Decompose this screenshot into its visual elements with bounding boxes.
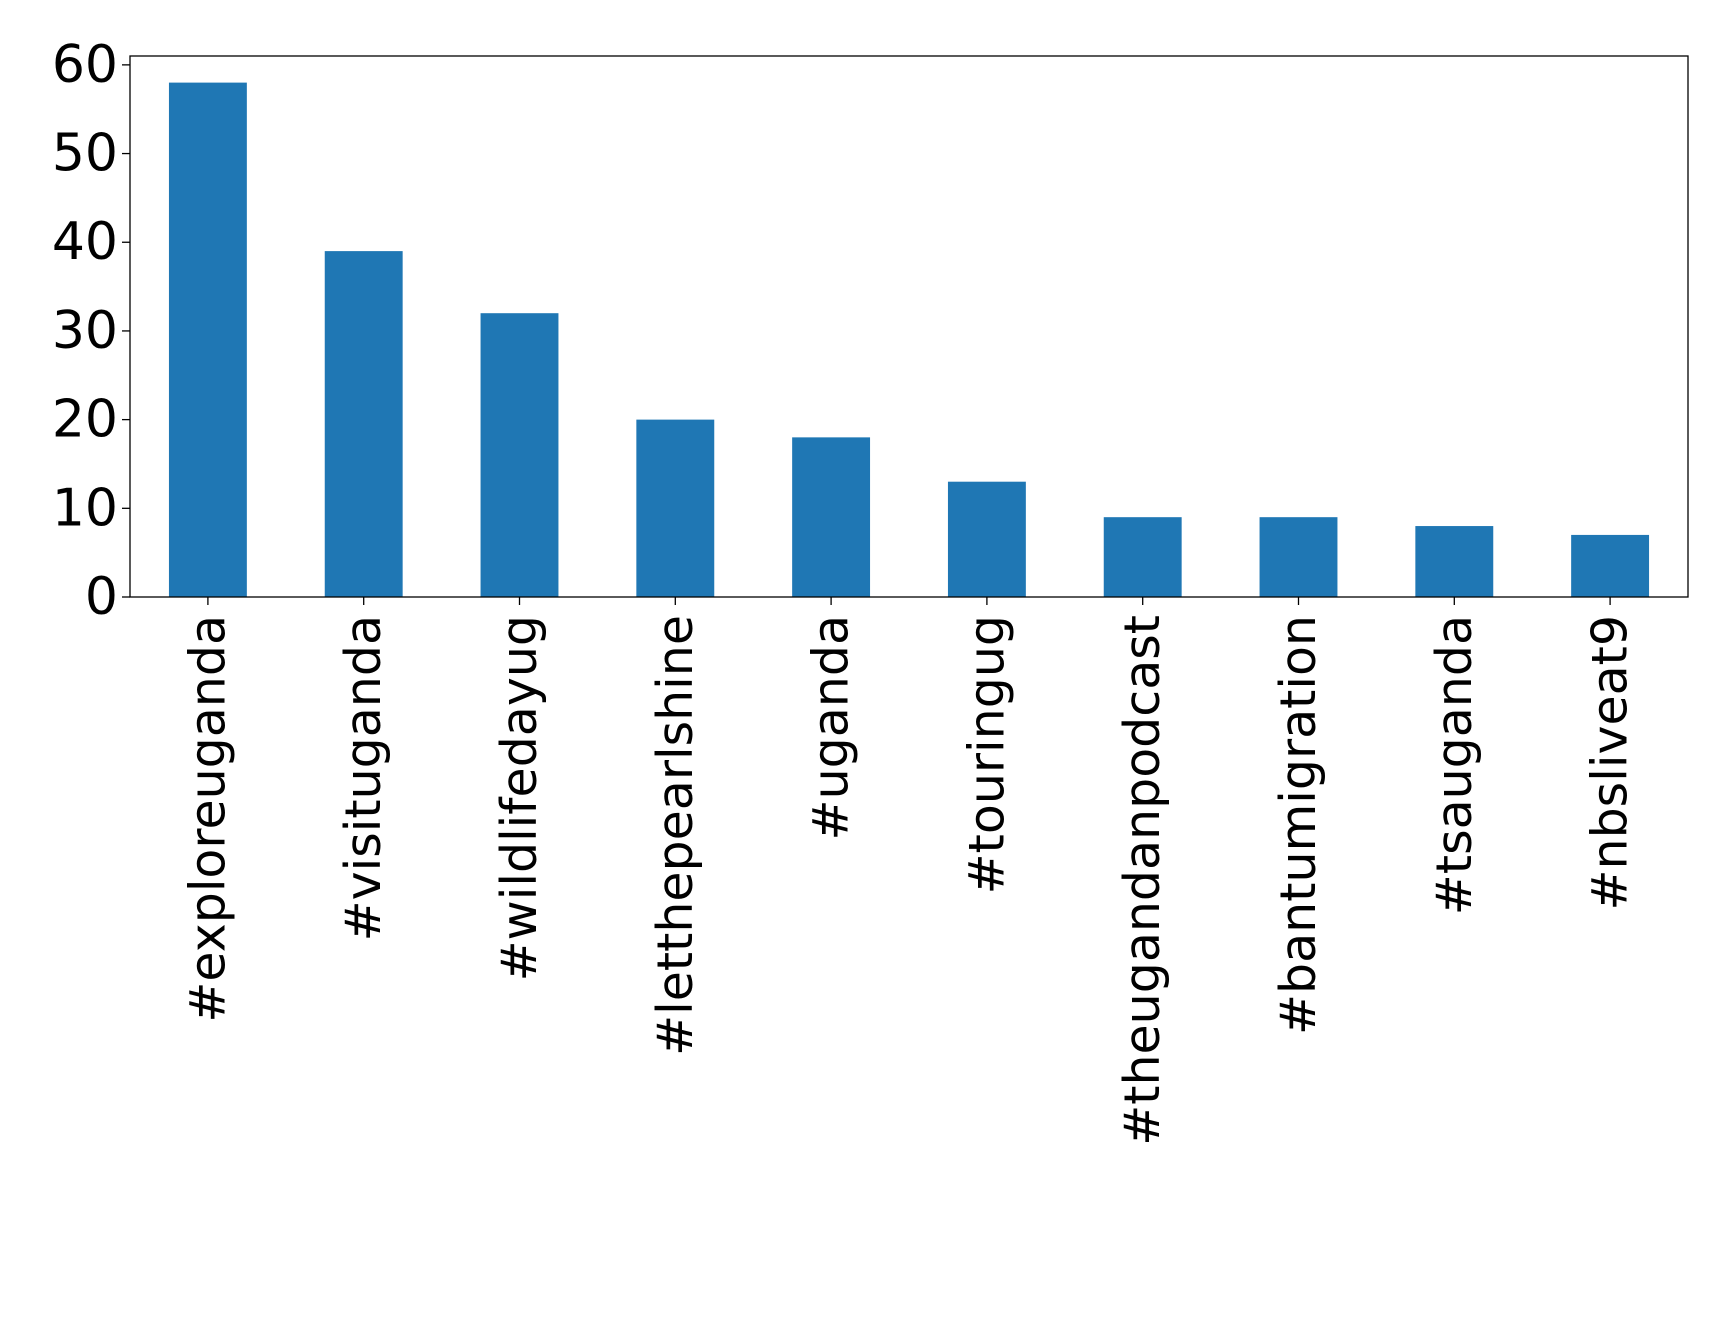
x-tick-label: #letthepearlshine	[647, 615, 704, 1056]
bar-9	[1571, 534, 1650, 597]
x-tick-label: #wildlifedayug	[491, 615, 548, 981]
bar-6	[1103, 517, 1182, 597]
bar-3	[636, 419, 715, 597]
x-tick-label: #nbsliveat9	[1582, 615, 1639, 911]
x-tick-label: #theugandanpodcast	[1114, 615, 1171, 1146]
y-tick-label: 20	[52, 390, 118, 450]
y-tick-label: 10	[52, 478, 118, 538]
bar-4	[792, 437, 871, 597]
x-tick-label: #tsauganda	[1426, 615, 1483, 915]
y-tick-label: 50	[52, 124, 118, 184]
plot-frame	[129, 55, 1689, 598]
x-tick-label: #touringug	[958, 615, 1015, 894]
y-tick-label: 30	[52, 301, 118, 361]
bars-group	[168, 82, 1650, 598]
bar-7	[1259, 517, 1338, 597]
y-tick-label: 60	[52, 35, 118, 95]
y-axis: 0 10 20 30 40 50 60	[52, 35, 130, 627]
bar-8	[1415, 526, 1494, 597]
bar-0	[168, 82, 247, 598]
bar-1	[324, 251, 403, 598]
x-tick-label: #exploreuganda	[179, 615, 236, 1023]
x-axis: #exploreuganda #visituganda #wildlifedayug…	[179, 597, 1639, 1146]
y-tick-label: 40	[52, 212, 118, 272]
y-tick-label: 0	[85, 567, 118, 627]
x-tick-label: #visituganda	[335, 615, 392, 941]
bar-2	[480, 313, 559, 597]
x-tick-label: #uganda	[803, 615, 860, 840]
bar-5	[947, 481, 1026, 597]
x-tick-label: #bantumigration	[1270, 615, 1327, 1035]
